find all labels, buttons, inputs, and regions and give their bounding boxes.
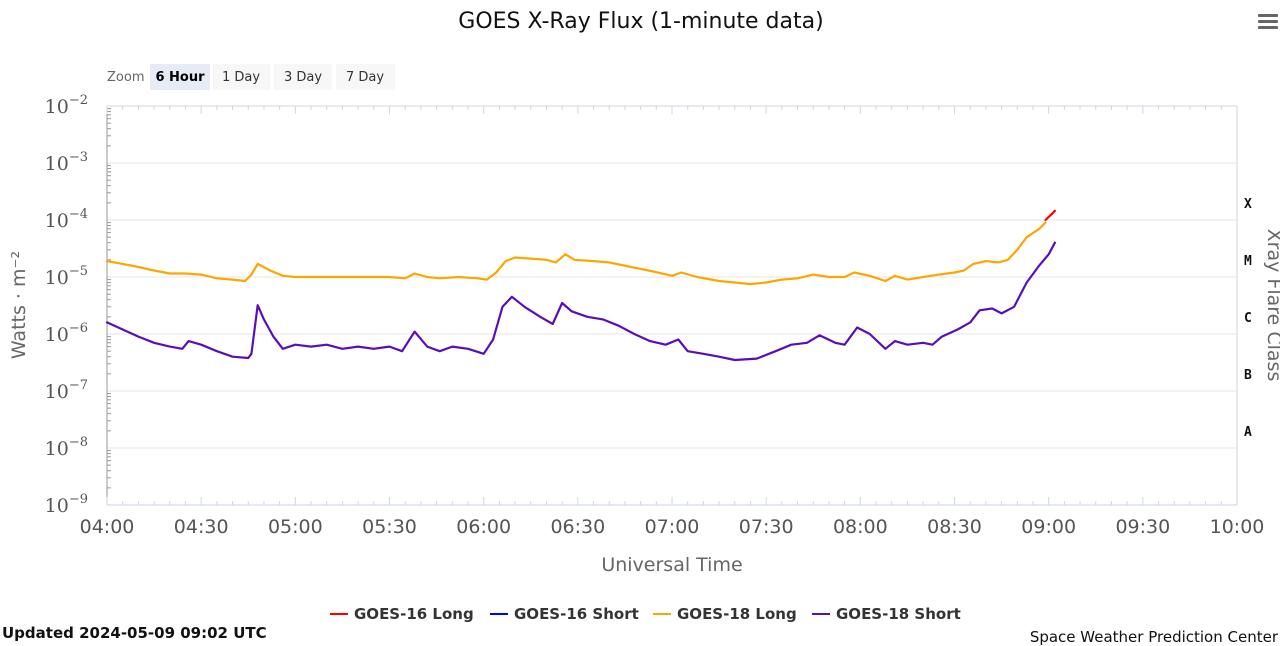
y-tick-label: 10−8	[45, 435, 88, 460]
x-tick-label: 07:30	[739, 516, 794, 538]
y-tick-label: 10−6	[45, 321, 88, 346]
flare-class-label: X	[1244, 197, 1252, 212]
hamburger-menu-icon[interactable]	[1258, 14, 1278, 32]
legend-item-goes-16-long[interactable]: GOES-16 Long	[330, 605, 474, 623]
zoom-7-day-label: 7 Day	[346, 70, 384, 85]
legend-label: GOES-16 Long	[354, 605, 474, 623]
zoom-3-day-button[interactable]	[274, 64, 332, 90]
x-tick-label: 09:30	[1115, 516, 1170, 538]
zoom-1-day-button[interactable]	[213, 64, 270, 90]
x-axis-title: Universal Time	[601, 554, 742, 576]
x-tick-label: 06:00	[456, 516, 511, 538]
plot-area: 10−2 10−3 10−4 10−5 10−6 10−7 10−8 10−904:00 04:…	[45, 93, 1265, 538]
series-line-goes-16-long	[1044, 209, 1056, 222]
zoom-7-day-button[interactable]	[336, 64, 395, 90]
flare-class-label: A	[1244, 425, 1252, 440]
flare-class-label: M	[1244, 254, 1252, 269]
legend-item-goes-16-short[interactable]: GOES-16 Short	[490, 605, 639, 623]
flare-class-label: C	[1244, 311, 1252, 326]
series-line-goes-18-short	[105, 241, 1056, 362]
legend-label: GOES-18 Short	[836, 605, 961, 623]
y-tick-label: 10−4	[45, 207, 88, 232]
x-tick-label: 04:00	[80, 516, 135, 538]
legend-item-goes-18-long[interactable]: GOES-18 Long	[653, 605, 797, 623]
y2-axis-title: Xray Flare Class	[1263, 229, 1280, 382]
series-line-goes-18-long	[105, 221, 1047, 286]
y-tick-label: 10−3	[45, 150, 88, 175]
zoom-6-hour-label: 6 Hour	[155, 70, 205, 85]
credit-text: Space Weather Prediction Center	[1029, 628, 1278, 646]
updated-timestamp: Updated 2024-05-09 09:02 UTC	[2, 624, 267, 642]
y-axis-title: Watts · m⁻²	[8, 251, 30, 359]
y-tick-label: 10−2	[45, 93, 88, 118]
zoom-3-day-label: 3 Day	[284, 70, 322, 85]
legend-label: GOES-18 Long	[677, 605, 797, 623]
x-tick-label: 08:00	[833, 516, 888, 538]
x-tick-label: 07:00	[645, 516, 700, 538]
legend-item-goes-18-short[interactable]: GOES-18 Short	[812, 605, 961, 623]
x-tick-label: 05:30	[362, 516, 417, 538]
y-tick-label: 10−7	[45, 378, 88, 403]
flare-class-label: B	[1244, 368, 1252, 383]
chart-title: GOES X-Ray Flux (1-minute data)	[458, 9, 823, 34]
zoom-1-day-label: 1 Day	[222, 70, 260, 85]
x-tick-label: 08:30	[927, 516, 982, 538]
zoom-6-hour-button[interactable]	[150, 64, 210, 90]
zoom-control: Zoom 6 Hour 1 Day 3 Day 7 Day	[107, 64, 395, 90]
x-tick-label: 09:00	[1021, 516, 1076, 538]
legend: GOES-16 Long GOES-16 Short GOES-18 Long GOE…	[330, 605, 961, 623]
zoom-label: Zoom	[107, 70, 144, 85]
x-tick-label: 05:00	[268, 516, 323, 538]
y-tick-label: 10−5	[45, 264, 88, 289]
x-tick-label: 06:30	[550, 516, 605, 538]
y-tick-label: 10−9	[45, 492, 88, 517]
x-tick-label: 04:30	[174, 516, 229, 538]
x-tick-label: 10:00	[1210, 516, 1265, 538]
legend-label: GOES-16 Short	[514, 605, 639, 623]
